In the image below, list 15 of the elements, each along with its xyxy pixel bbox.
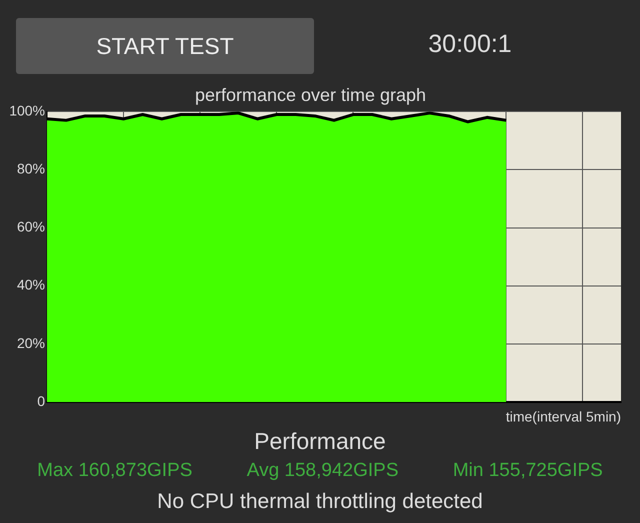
y-tick-label: 0 [37,392,46,409]
x-axis-title: time(interval 5min) [506,408,621,424]
y-tick-label: 60% [16,218,45,235]
text: Avg 158,942GIPS [246,460,399,482]
start-test-button[interactable]: START TEST [16,18,314,74]
y-tick-label: 100% [9,102,45,118]
y-tick-label: 40% [16,276,45,293]
y-tick-label: 80% [16,160,45,177]
text: Min 155,725GIPS [452,460,603,482]
chart-title: performance over time graph [194,84,426,105]
text: Performance [253,428,387,455]
y-tick-label: 20% [16,334,45,351]
text: 30:00:1 [427,30,513,59]
text: Max 160,873GIPS [37,460,192,482]
text: No CPU thermal throttling detected [156,490,484,514]
